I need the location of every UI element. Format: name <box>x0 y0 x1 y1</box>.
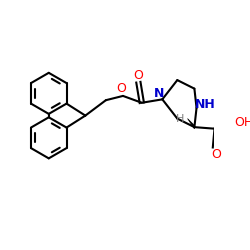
Text: NH: NH <box>195 98 216 111</box>
Text: O: O <box>212 148 222 161</box>
Text: O: O <box>116 82 126 95</box>
Text: H: H <box>176 114 184 124</box>
Text: OH: OH <box>234 116 250 128</box>
Text: O: O <box>134 69 143 82</box>
Polygon shape <box>188 118 194 129</box>
Text: N: N <box>154 87 164 100</box>
